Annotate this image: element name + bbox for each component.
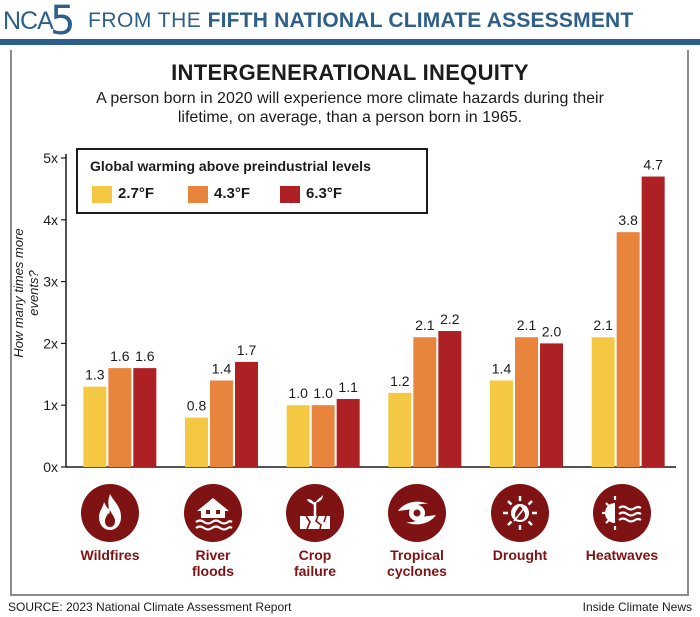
cracked-plant-icon — [286, 484, 344, 542]
data-label: 1.3 — [85, 367, 105, 383]
bar — [591, 337, 615, 467]
legend-label-2: 4.3°F — [214, 185, 251, 202]
cyclone-icon — [388, 484, 446, 542]
category-label: Drought — [465, 547, 575, 563]
header-banner: NCA 5 FROM THE FIFTH NATIONAL CLIMATE AS… — [0, 0, 700, 45]
bar — [438, 331, 462, 467]
category-label: Tropical cyclones — [362, 547, 472, 579]
category-label-line: failure — [293, 563, 336, 579]
data-label: 1.4 — [212, 360, 232, 376]
data-label: 1.2 — [390, 373, 410, 389]
bar — [515, 337, 538, 467]
category-label-line: River — [195, 547, 231, 563]
category-label: Crop failure — [260, 547, 370, 579]
credit-note: Inside Climate News — [582, 600, 692, 614]
sun-drought-icon — [491, 484, 549, 542]
legend-swatch-2 — [188, 186, 208, 203]
category-label: Heatwaves — [567, 547, 677, 563]
data-label: 4.7 — [643, 157, 663, 173]
y-tick-label: 5x — [43, 150, 58, 166]
data-label: 1.0 — [313, 385, 333, 401]
category-label: River floods — [158, 547, 268, 579]
legend-title: Global warming above preindustrial level… — [90, 158, 371, 174]
y-tick-label: 3x — [43, 274, 58, 290]
bar — [83, 386, 107, 467]
category-label-line: Heatwaves — [585, 547, 659, 563]
bar — [336, 399, 360, 467]
source-note: SOURCE: 2023 National Climate Assessment… — [8, 600, 292, 614]
chart-frame — [10, 50, 689, 596]
category-label-line: Crop — [298, 547, 332, 563]
legend-label-3: 6.3°F — [306, 185, 343, 202]
bar — [388, 392, 412, 467]
fire-icon — [81, 484, 139, 542]
category-label-line: Wildfires — [80, 547, 140, 563]
data-label: 2.1 — [517, 317, 537, 333]
data-label: 1.0 — [288, 385, 308, 401]
flooded-house-icon — [184, 484, 242, 542]
nca5-logo: NCA 5 — [0, 0, 75, 44]
header-title: FROM THE FIFTH NATIONAL CLIMATE ASSESSME… — [88, 9, 633, 33]
legend-label-1: 2.7°F — [118, 185, 155, 202]
header-rule — [0, 39, 700, 45]
data-label: 2.1 — [593, 317, 613, 333]
chart-subtitle: A person born in 2020 will experience mo… — [60, 89, 640, 127]
bar — [185, 417, 208, 467]
data-label: 2.0 — [542, 323, 562, 339]
bar — [311, 405, 335, 467]
header-bold: FIFTH NATIONAL CLIMATE ASSESSMENT — [207, 9, 634, 32]
subtitle-line-2: lifetime, on average, than a person born… — [177, 109, 523, 126]
category-label-line: floods — [192, 563, 234, 579]
chart-title: INTERGENERATIONAL INEQUITY — [171, 60, 529, 85]
category-label: Wildfires — [55, 547, 165, 563]
bar — [490, 380, 513, 467]
data-label: 1.6 — [110, 348, 130, 364]
data-label: 1.4 — [492, 360, 512, 376]
bar — [108, 368, 132, 467]
header-prefix: FROM THE — [88, 9, 202, 32]
bar — [210, 380, 233, 467]
data-label: 2.2 — [440, 311, 460, 327]
bar — [641, 176, 665, 468]
logo-text: NCA — [3, 7, 54, 35]
y-tick-label: 4x — [43, 212, 58, 228]
y-tick-label: 0x — [43, 459, 58, 475]
logo-number: 5 — [50, 0, 76, 44]
y-tick-label: 2x — [43, 335, 58, 351]
heat-sun-waves-icon — [593, 484, 651, 542]
y-tick-label: 1x — [43, 397, 58, 413]
data-label: 1.6 — [135, 348, 155, 364]
category-label-line: Tropical — [390, 547, 444, 563]
legend-swatch-3 — [280, 186, 300, 203]
category-label-line: cyclones — [387, 563, 447, 579]
data-label: 1.7 — [237, 342, 257, 358]
category-label-line: Drought — [492, 547, 548, 563]
bar — [286, 405, 310, 467]
data-label: 1.1 — [338, 379, 358, 395]
legend-swatch-1 — [92, 186, 112, 203]
bar — [133, 368, 157, 467]
bar — [616, 232, 640, 467]
data-label: 0.8 — [187, 398, 207, 414]
data-label: 2.1 — [415, 317, 435, 333]
legend: Global warming above preindustrial level… — [76, 148, 428, 214]
subtitle-line-1: A person born in 2020 will experience mo… — [96, 90, 604, 107]
data-label: 3.8 — [618, 212, 638, 228]
bar — [235, 361, 258, 467]
bar — [540, 343, 563, 467]
bar — [413, 337, 437, 467]
